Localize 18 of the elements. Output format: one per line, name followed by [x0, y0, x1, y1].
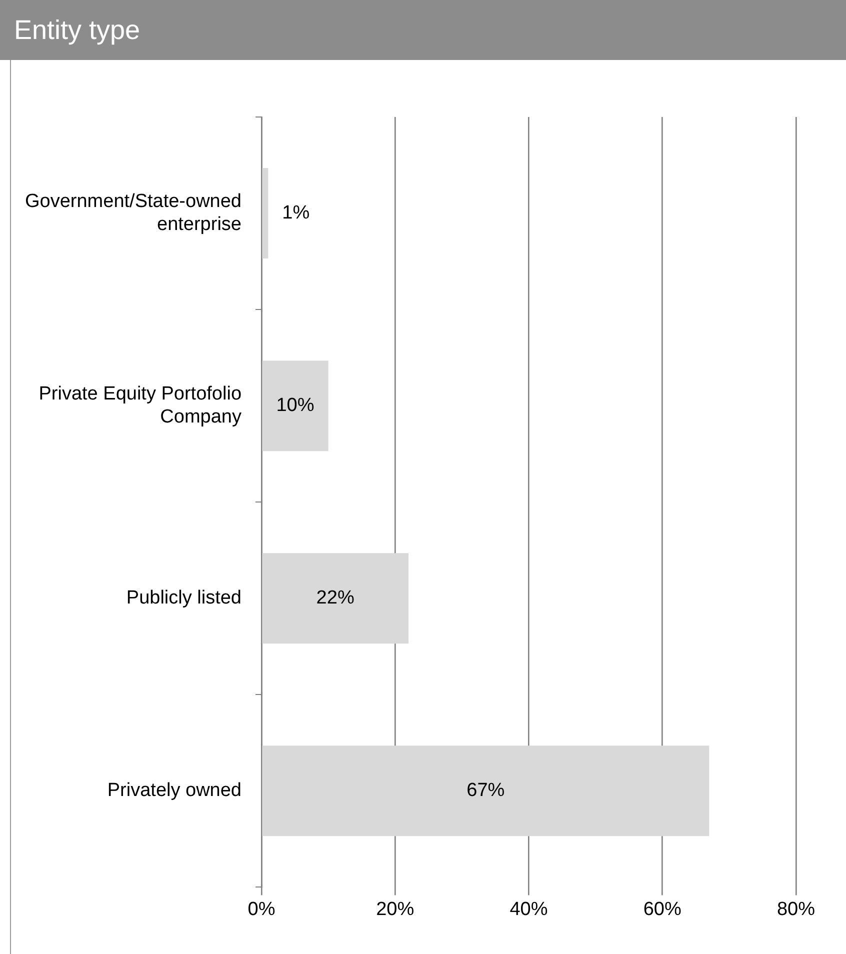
- x-tick-label: 60%: [643, 898, 682, 920]
- x-tick-label: 0%: [248, 898, 276, 920]
- x-tick-label: 40%: [510, 898, 548, 920]
- bar: [262, 360, 328, 452]
- y-tick-label: Publicly listed: [126, 588, 242, 609]
- x-tick-label: 20%: [376, 898, 414, 920]
- x-tick-label: 80%: [776, 898, 816, 920]
- data-label: 67%: [466, 780, 505, 802]
- bar: [262, 746, 710, 836]
- data-label: 10%: [276, 395, 314, 416]
- data-label: 1%: [282, 202, 310, 224]
- bar: [262, 168, 268, 259]
- y-tick-label: Private Equity Portofolio Company: [38, 384, 242, 428]
- y-tick-label: Privately owned: [107, 780, 242, 802]
- data-label: 22%: [316, 588, 354, 609]
- y-tick-label: Government/State-owned enterprise: [24, 191, 242, 235]
- chart-title: Entity type: [0, 0, 846, 60]
- bar: [262, 553, 408, 644]
